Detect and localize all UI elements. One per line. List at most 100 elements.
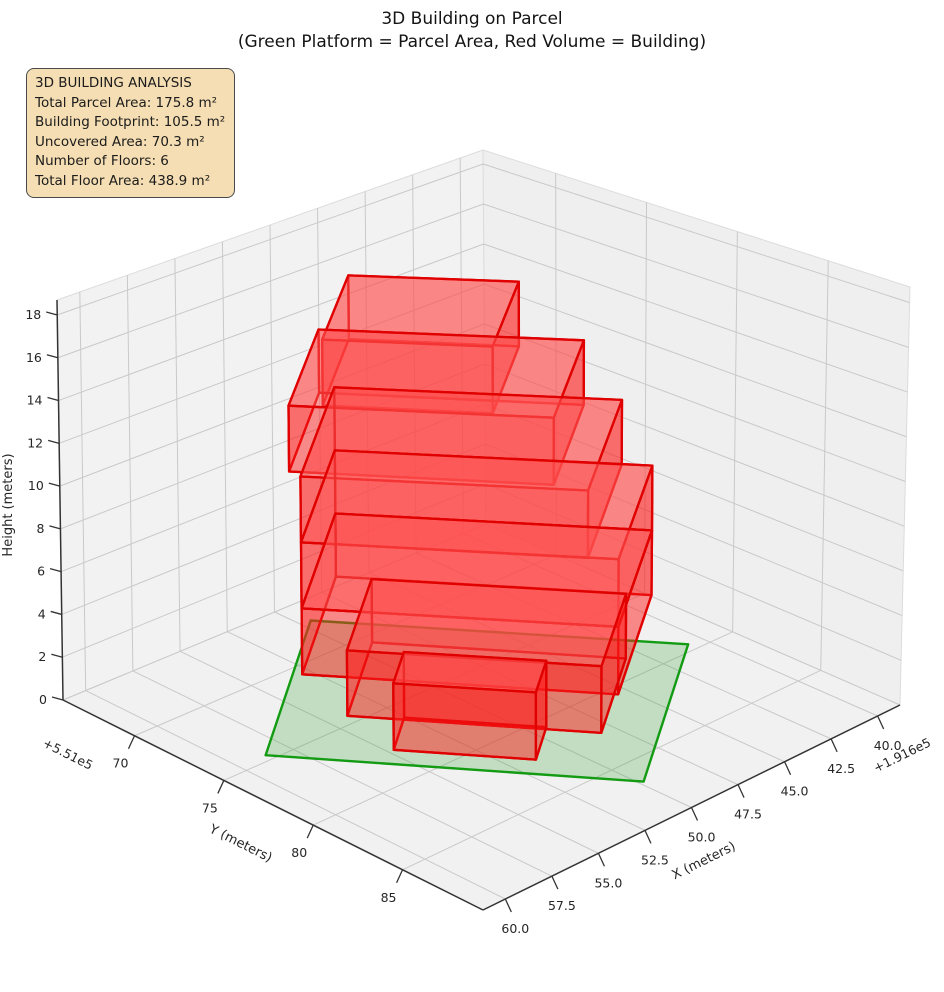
analysis-parcel-area: Total Parcel Area: 175.8 m²	[35, 94, 218, 111]
building-floor-5-right	[552, 339, 586, 486]
z-tick-mark	[47, 396, 59, 402]
y-tick-label: 85	[381, 890, 397, 905]
z-axis-line	[56, 299, 64, 701]
z-tick-label: 2	[38, 649, 46, 664]
grid-z-right-wall	[484, 323, 906, 482]
z-tick-label: 6	[37, 564, 45, 579]
x-tick-label: 60.0	[501, 921, 529, 936]
grid-x-wall	[174, 258, 181, 652]
grid-x-floor	[415, 552, 832, 740]
x-tick-mark	[877, 715, 885, 730]
x-tick-label: 40.0	[874, 738, 902, 753]
grid-x-wall	[364, 191, 370, 573]
z-tick-label: 4	[38, 606, 46, 621]
grid-z-left-wall	[62, 483, 486, 658]
x-tick-label: 42.5	[827, 761, 855, 776]
analysis-footprint: Building Footprint: 105.5 m²	[35, 114, 226, 130]
grid-x-wall	[126, 275, 134, 671]
z-tick-label: 0	[39, 692, 47, 707]
building-floor-6-right	[491, 280, 521, 415]
y-tick-label: 70	[113, 756, 129, 771]
grid-x-wall	[79, 291, 87, 691]
z-tick-mark	[51, 653, 63, 658]
grid-y-wall	[555, 173, 557, 555]
grid-y-wall	[820, 260, 829, 671]
x-tick-mark	[690, 807, 699, 821]
x-tick-label: 55.0	[594, 875, 622, 890]
grid-z-right-wall	[483, 203, 909, 348]
grid-z-right-wall	[483, 283, 907, 438]
x-tick-mark	[783, 761, 792, 776]
z-tick-label: 8	[36, 521, 44, 536]
chart-title-line1: 3D Building on Parcel	[381, 9, 563, 29]
z-tick-label: 14	[27, 393, 43, 408]
y-tick-mark	[395, 869, 404, 884]
grid-z-left-wall	[57, 203, 484, 359]
z-tick-mark	[51, 696, 64, 701]
z-tick-label: 16	[26, 350, 42, 365]
building-annex-right	[534, 659, 548, 761]
analysis-uncovered: Uncovered Area: 70.3 m²	[35, 133, 205, 150]
grid-z-left-wall	[59, 323, 485, 487]
y-axis-offset-text: +5.51e5	[41, 735, 96, 773]
grid-z-right-wall	[482, 163, 910, 304]
grid-x-wall	[317, 208, 323, 593]
grid-x-wall	[412, 174, 417, 554]
grid-z-left-wall	[57, 163, 484, 316]
building-floor-4-right	[586, 398, 624, 560]
grid-x-wall	[221, 241, 228, 632]
x-tick-mark	[644, 830, 652, 844]
grid-x-wall	[269, 224, 275, 613]
x-tick-mark	[504, 898, 512, 913]
grid-x-floor	[274, 611, 692, 808]
z-tick-mark	[48, 482, 60, 487]
grid-z-right-wall	[485, 483, 902, 661]
parcel-polygon	[264, 619, 690, 783]
chart-title: 3D Building on Parcel (Green Platform = …	[0, 8, 944, 54]
y-tick-mark	[217, 780, 225, 794]
z-tick-label: 12	[27, 435, 43, 450]
grid-z-right-wall	[484, 363, 905, 527]
y-axis-line	[62, 699, 484, 911]
z-tick-mark	[46, 354, 59, 359]
z-tick-mark	[49, 568, 62, 573]
grid-z-left-wall	[58, 243, 484, 402]
x-tick-mark	[830, 738, 838, 753]
z-tick-mark	[49, 525, 61, 530]
z-tick-mark	[50, 610, 62, 616]
z-axis-label: Height (meters)	[1, 453, 16, 556]
grid-z-right-wall	[485, 523, 901, 706]
z-tick-label: 10	[28, 478, 44, 493]
grid-y-wall	[644, 202, 648, 594]
building-annex-front	[392, 682, 538, 761]
y-tick-label: 80	[291, 845, 307, 860]
grid-z-left-wall	[62, 523, 487, 701]
x-tick-label: 52.5	[641, 852, 669, 867]
z-tick-label: 18	[25, 307, 41, 322]
analysis-floors: Number of Floors: 6	[35, 153, 169, 169]
x-tick-label: 47.5	[734, 807, 762, 822]
grid-y-wall	[732, 231, 738, 632]
grid-x-floor	[368, 572, 785, 763]
x-tick-label: 45.0	[781, 784, 809, 799]
analysis-heading: 3D BUILDING ANALYSIS	[35, 75, 192, 91]
x-tick-label: 50.0	[688, 830, 716, 845]
grid-x-floor	[85, 690, 506, 900]
building-floor-1-right	[600, 592, 628, 735]
x-axis-label: X (meters)	[670, 839, 739, 883]
grid-z-left-wall	[60, 403, 486, 573]
grid-z-left-wall	[58, 283, 485, 444]
z-tick-mark	[47, 439, 60, 444]
x-tick-mark	[737, 784, 745, 798]
x-tick-label: 57.5	[548, 898, 576, 913]
grid-z-right-wall	[483, 243, 908, 393]
chart-title-line2: (Green Platform = Parcel Area, Red Volum…	[237, 32, 707, 52]
y-tick-mark	[306, 824, 314, 839]
grid-x-floor	[132, 670, 553, 877]
grid-x-floor	[179, 650, 599, 854]
analysis-box: 3D BUILDING ANALYSIS Total Parcel Area: …	[26, 68, 236, 198]
grid-y-floor	[402, 669, 821, 871]
analysis-floor-area: Total Floor Area: 438.9 m²	[35, 172, 211, 189]
